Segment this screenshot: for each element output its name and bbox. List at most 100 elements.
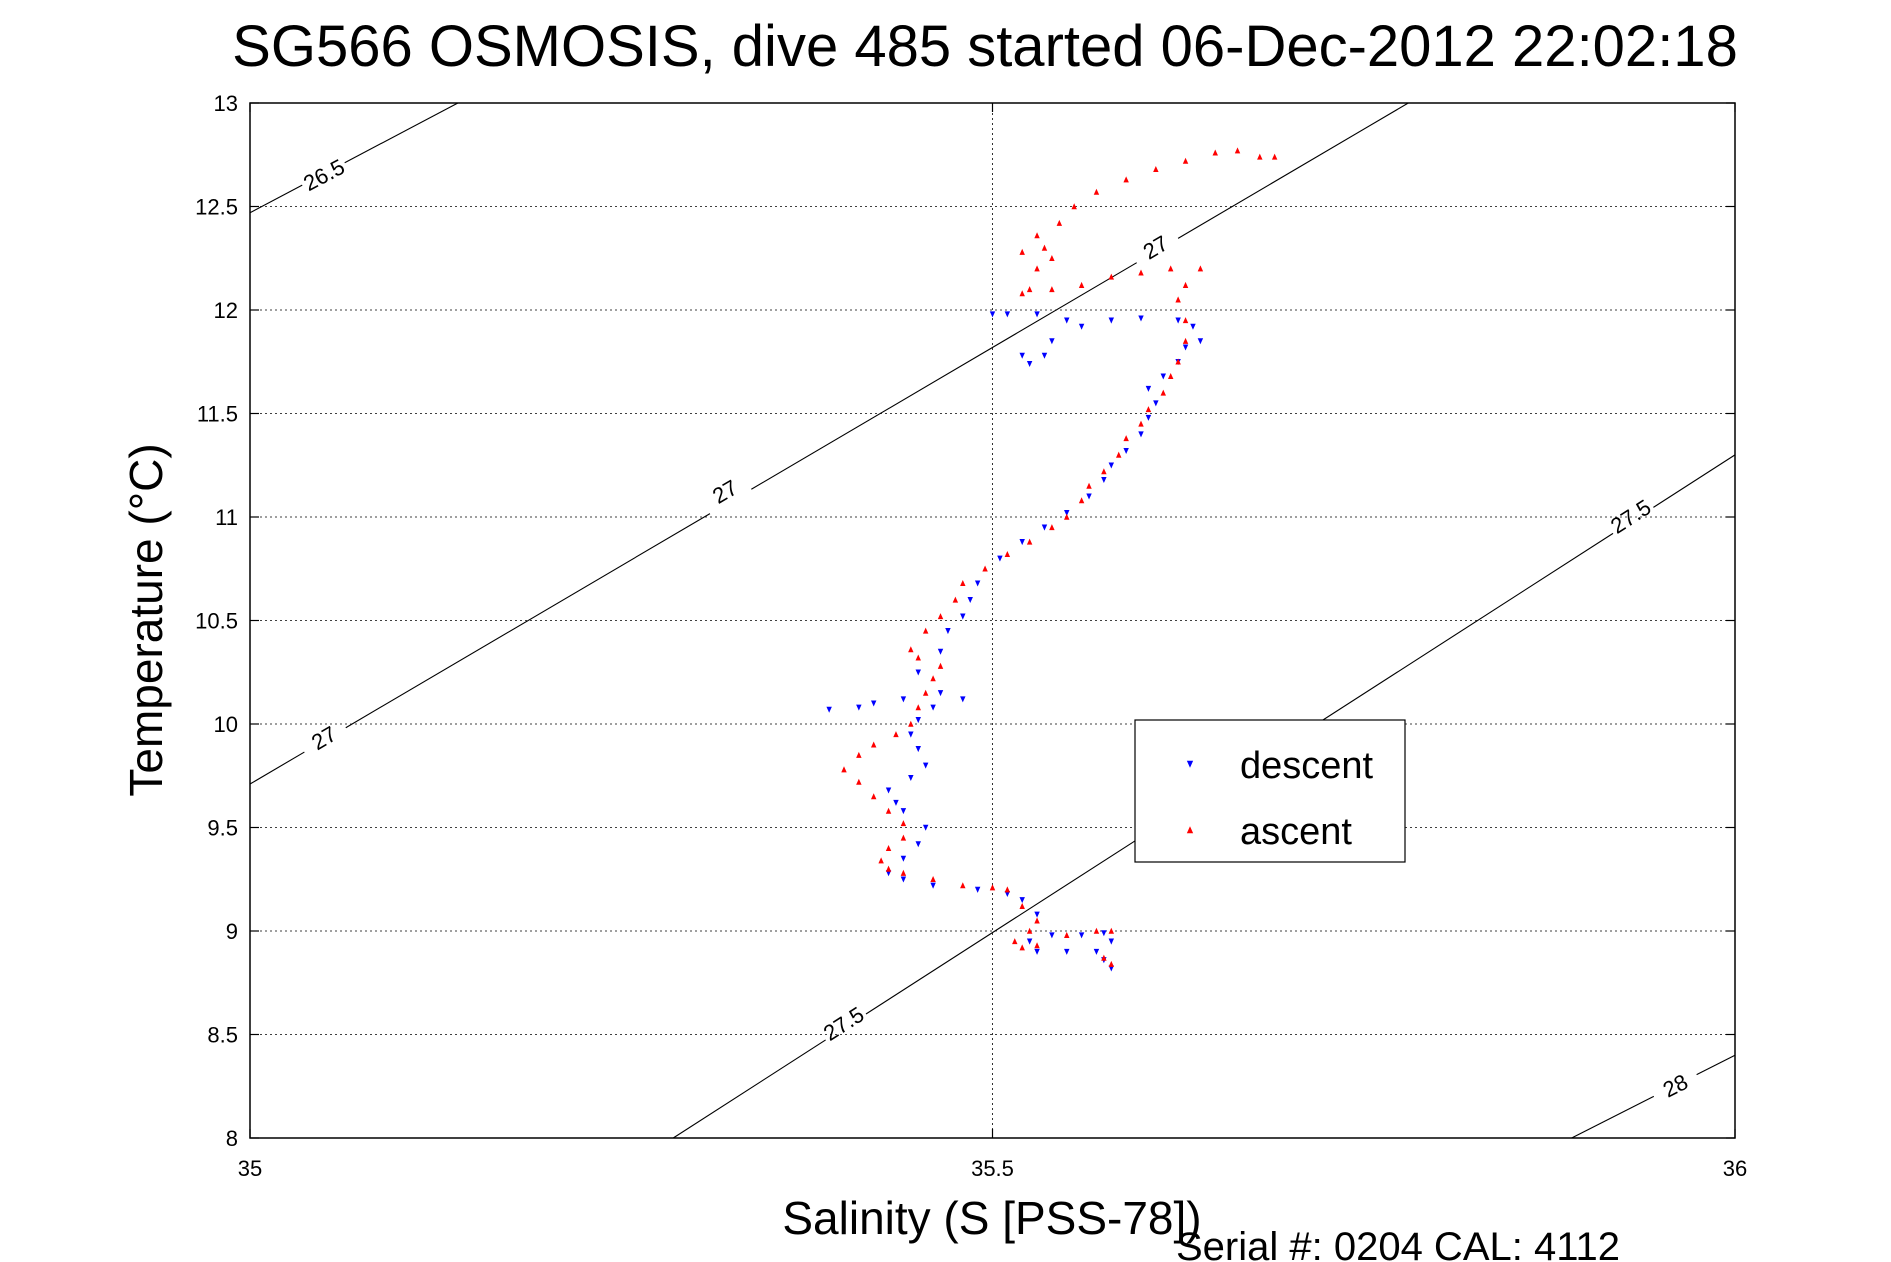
descent-point bbox=[915, 746, 921, 753]
descent-point bbox=[960, 613, 966, 620]
x-axis-label: Salinity (S [PSS-78]) bbox=[782, 1192, 1201, 1244]
ascent-point bbox=[1064, 513, 1070, 520]
descent-point bbox=[1041, 352, 1048, 359]
descent-point bbox=[900, 696, 907, 703]
isopycnal-line bbox=[1653, 454, 1736, 508]
ascent-point bbox=[1108, 273, 1115, 280]
descent-point bbox=[922, 762, 929, 769]
descent-point bbox=[915, 669, 921, 676]
ascent-point bbox=[1078, 281, 1085, 288]
ascent-point bbox=[937, 662, 944, 669]
ascent-point bbox=[856, 751, 862, 758]
ascent-point bbox=[1004, 886, 1011, 893]
contour-label: 28 bbox=[1659, 1069, 1692, 1102]
ascent-point bbox=[982, 565, 988, 572]
ascent-point bbox=[870, 793, 877, 800]
isopycnal-line bbox=[672, 1039, 826, 1139]
ascent-point bbox=[1153, 166, 1159, 173]
ascent-point bbox=[870, 741, 877, 748]
serial-cal-footer: Serial #: 0204 CAL: 4112 bbox=[1176, 1225, 1620, 1262]
ascent-point bbox=[1271, 153, 1278, 160]
descent-point bbox=[967, 596, 973, 604]
descent-point bbox=[1026, 361, 1033, 368]
ascent-point bbox=[1064, 931, 1070, 938]
ascent-point bbox=[989, 884, 996, 891]
descent-point bbox=[915, 841, 921, 848]
descent-point bbox=[1145, 414, 1152, 421]
ascent-point bbox=[1034, 265, 1040, 272]
ascent-point bbox=[1182, 281, 1189, 288]
descent-point bbox=[1153, 400, 1159, 407]
y-tick-label: 10 bbox=[214, 712, 238, 737]
y-tick-label: 11.5 bbox=[197, 402, 238, 427]
descent-point bbox=[1019, 539, 1025, 546]
ascent-point bbox=[1019, 248, 1025, 255]
descent-point bbox=[908, 731, 914, 738]
ascent-point bbox=[1234, 147, 1241, 154]
y-tick-label: 10.5 bbox=[195, 609, 238, 634]
ascent-point bbox=[900, 834, 907, 841]
descent-point bbox=[1078, 323, 1085, 330]
ascent-point bbox=[1049, 286, 1055, 293]
y-tick-label: 13 bbox=[214, 91, 238, 116]
ascent-point bbox=[960, 580, 966, 587]
ascent-point bbox=[1145, 406, 1152, 413]
contour-label: 27 bbox=[307, 721, 341, 755]
ascent-point bbox=[1101, 954, 1107, 961]
descent-point bbox=[1041, 524, 1048, 531]
y-tick-label: 8.5 bbox=[207, 1023, 238, 1048]
descent-point bbox=[1026, 938, 1033, 945]
descent-point bbox=[1093, 948, 1100, 955]
descent-point bbox=[930, 882, 936, 889]
legend-marker-ascent bbox=[1186, 826, 1194, 834]
ascent-point bbox=[930, 675, 936, 682]
ascent-point bbox=[960, 882, 966, 889]
descent-point bbox=[1064, 510, 1070, 517]
ascent-point bbox=[1019, 902, 1025, 909]
ascent-point bbox=[922, 627, 929, 634]
ascent-point bbox=[1078, 497, 1085, 504]
descent-point bbox=[1138, 315, 1144, 322]
ascent-point bbox=[1167, 373, 1174, 380]
contour-label: 26.5 bbox=[299, 154, 349, 196]
ascent-point bbox=[1086, 482, 1092, 489]
descent-point bbox=[1197, 338, 1204, 345]
ascent-point bbox=[1034, 942, 1040, 949]
ascent-point bbox=[1108, 927, 1115, 934]
isopycnal-line bbox=[1571, 1095, 1655, 1139]
descent-point bbox=[930, 704, 936, 711]
descent-point bbox=[900, 855, 907, 862]
ascent-point bbox=[1160, 389, 1166, 396]
legend: descent ascent bbox=[1134, 719, 1406, 863]
x-tick-label: 35 bbox=[238, 1156, 262, 1181]
descent-point bbox=[870, 700, 877, 707]
descent-point bbox=[1160, 373, 1166, 380]
descent-point bbox=[937, 648, 944, 655]
gridlines bbox=[250, 103, 1735, 1138]
data-series bbox=[826, 147, 1278, 972]
descent-series bbox=[826, 311, 1204, 972]
ascent-point bbox=[1257, 153, 1263, 160]
ascent-point bbox=[1093, 188, 1100, 195]
y-tick-label: 9.5 bbox=[207, 816, 238, 841]
descent-point bbox=[997, 555, 1003, 562]
ascent-point bbox=[1041, 244, 1048, 251]
descent-point bbox=[974, 580, 981, 587]
ascent-point bbox=[1049, 524, 1055, 531]
ascent-point bbox=[893, 731, 899, 738]
isopycnal-line bbox=[1696, 1054, 1736, 1076]
descent-point bbox=[1064, 317, 1070, 324]
ascent-point bbox=[1175, 296, 1181, 303]
descent-point bbox=[974, 886, 981, 893]
descent-point bbox=[1034, 911, 1040, 918]
y-tick-label: 12.5 bbox=[195, 195, 238, 220]
ascent-point bbox=[885, 807, 892, 814]
ascent-point bbox=[1123, 176, 1129, 183]
ascent-point bbox=[908, 646, 914, 653]
ascent-point bbox=[1101, 468, 1107, 475]
ascent-point bbox=[841, 766, 847, 773]
descent-point bbox=[989, 311, 996, 318]
x-tick-label: 35.5 bbox=[971, 1156, 1014, 1181]
ascent-point bbox=[1197, 265, 1204, 272]
ascent-point bbox=[1138, 269, 1144, 276]
